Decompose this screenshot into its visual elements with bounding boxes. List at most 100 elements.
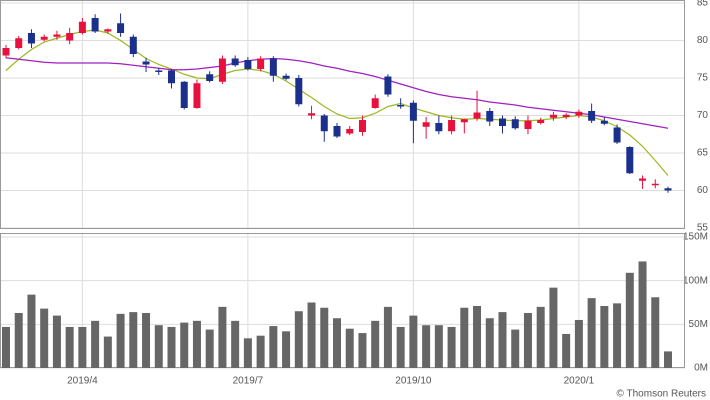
candle-body: [562, 114, 570, 117]
candle-body: [320, 115, 328, 132]
candle-body: [460, 119, 468, 123]
candle-body: [231, 58, 239, 66]
candle-body: [168, 70, 175, 84]
y-tick-label: 0M: [694, 363, 708, 374]
volume-bar: [613, 303, 622, 368]
volume-bar: [192, 320, 201, 368]
candle-body: [117, 23, 125, 33]
candle-body: [78, 21, 86, 33]
candle-body: [244, 60, 252, 69]
y-tick-label: 75: [697, 73, 709, 84]
volume-bar: [574, 319, 583, 368]
candle-body: [104, 29, 112, 32]
candle-body: [206, 74, 214, 81]
candle-body: [358, 120, 366, 132]
y-tick-label: 65: [697, 148, 709, 159]
y-tick-label: 70: [697, 110, 709, 121]
volume-bar: [651, 297, 660, 368]
volume-bar: [218, 306, 227, 368]
volume-bar: [549, 287, 558, 368]
volume-bar: [320, 307, 329, 368]
volume-bar: [447, 326, 456, 368]
volume-bar: [180, 322, 189, 368]
candle-body: [626, 147, 634, 174]
candle-body: [664, 188, 672, 191]
volume-bar: [536, 306, 545, 368]
candle-body: [409, 102, 417, 121]
candle-body: [27, 33, 35, 44]
volume-bar: [600, 305, 609, 368]
volume-bar: [103, 336, 112, 368]
moving-average-line: [5, 29, 669, 176]
volume-bar: [205, 329, 214, 368]
volume-bar: [485, 318, 494, 368]
volume-bar: [231, 320, 240, 368]
volume-bar: [27, 294, 36, 368]
volume-bar: [396, 326, 405, 368]
x-tick-label: 2019/7: [233, 376, 264, 387]
y-tick-label: 50M: [689, 319, 708, 330]
volume-bar: [256, 335, 265, 368]
candle-body: [422, 122, 430, 127]
volume-bar: [358, 333, 367, 368]
volume-bar: [460, 307, 469, 368]
candle-body: [91, 18, 99, 32]
volume-bar: [129, 312, 138, 368]
candle-body: [575, 111, 583, 116]
candle-body: [486, 111, 494, 122]
volume-bar: [511, 329, 520, 368]
volume-bar: [523, 312, 532, 368]
y-tick-label: 60: [697, 185, 709, 196]
volume-bar: [167, 326, 176, 368]
volume-bar: [638, 261, 647, 368]
panel-frame: [0, 233, 685, 368]
candle-body: [218, 58, 226, 82]
volume-bar: [243, 338, 252, 368]
candle-body: [371, 98, 379, 108]
candle-body: [308, 113, 316, 116]
candle-body: [397, 105, 405, 107]
candle-body: [2, 48, 10, 56]
candle-body: [193, 83, 201, 108]
volume-bar: [40, 308, 49, 368]
candle-body: [295, 78, 303, 105]
volume-bar: [14, 312, 23, 368]
candle-body: [66, 33, 74, 41]
volume-bar: [383, 306, 392, 368]
candle-body: [257, 58, 265, 69]
volume-bar: [91, 320, 100, 368]
candle-body: [282, 75, 290, 79]
candle-body: [651, 183, 659, 186]
candle-body: [269, 58, 277, 76]
y-tick-label: 80: [697, 35, 709, 46]
candle-body: [448, 120, 456, 132]
volume-bar: [294, 311, 303, 368]
candle-body: [129, 36, 137, 54]
volume-bar: [2, 326, 10, 368]
x-tick-label: 2019/4: [67, 376, 98, 387]
candle-body: [384, 76, 392, 95]
volume-bar: [78, 326, 87, 368]
volume-bar: [409, 315, 418, 368]
candle-body: [613, 127, 621, 143]
candle-body: [346, 129, 354, 134]
moving-average-line: [5, 57, 669, 129]
y-tick-label: 100M: [683, 275, 708, 286]
y-tick-label: 85: [697, 0, 709, 9]
candle-body: [639, 178, 647, 181]
volume-bar: [307, 302, 316, 368]
volume-bar: [371, 320, 380, 368]
volume-bar: [65, 326, 74, 368]
volume-bar: [116, 313, 125, 368]
volume-bar: [562, 333, 571, 368]
x-tick-label: 2019/10: [395, 376, 432, 387]
volume-bar: [269, 326, 278, 368]
volume-bar: [664, 351, 672, 368]
candle-body: [473, 112, 481, 119]
candle-body: [499, 118, 506, 126]
candle-body: [333, 126, 341, 137]
volume-bar: [333, 318, 341, 368]
x-tick-label: 2020/1: [564, 376, 595, 387]
volume-bar: [587, 298, 596, 368]
